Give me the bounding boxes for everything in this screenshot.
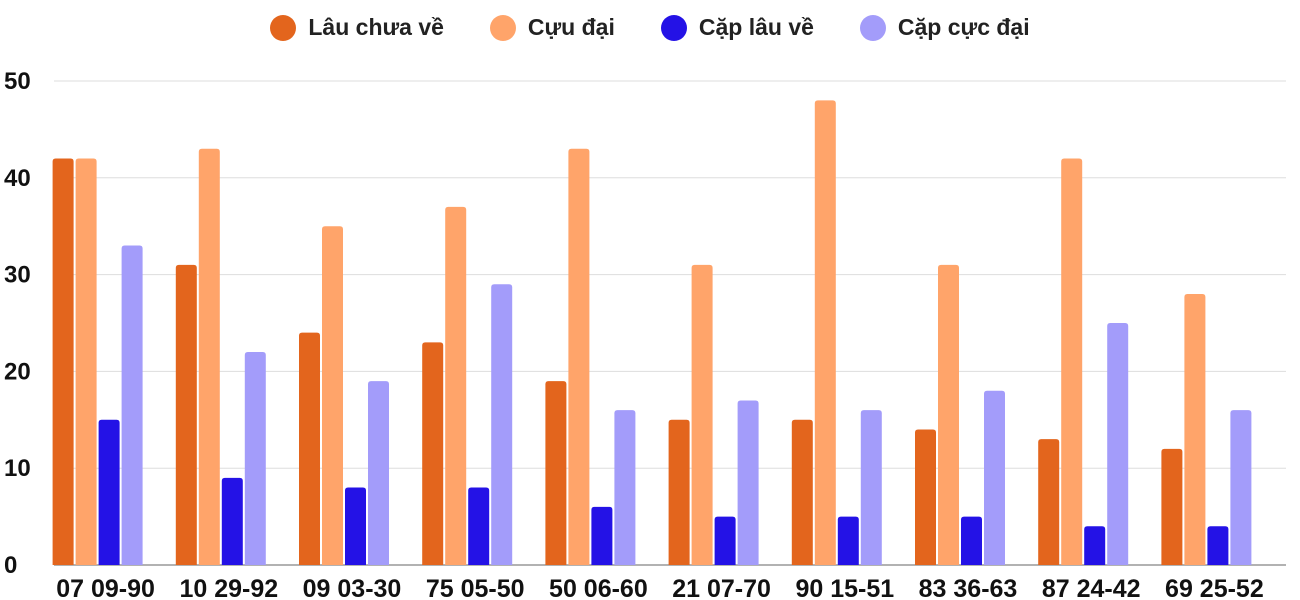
bar[interactable] <box>491 284 513 565</box>
y-tick-label: 40 <box>4 165 31 192</box>
x-category-label: 83 36-63 <box>919 575 1018 600</box>
y-tick-label: 50 <box>4 68 31 95</box>
bar[interactable] <box>1061 158 1083 565</box>
bar[interactable] <box>691 264 713 565</box>
bar[interactable] <box>1084 526 1106 565</box>
bar[interactable] <box>814 100 836 566</box>
bar[interactable] <box>98 419 120 565</box>
x-category-label: 90 15-51 <box>795 575 894 600</box>
legend-item-cuu-dai[interactable]: Cựu đại <box>489 14 615 41</box>
bar[interactable] <box>52 158 74 565</box>
bar[interactable] <box>368 381 389 565</box>
bar[interactable] <box>984 390 1005 565</box>
bar[interactable] <box>1230 410 1252 565</box>
bar[interactable] <box>915 429 936 565</box>
y-axis-ticks: 0 10 20 30 40 50 <box>4 68 31 579</box>
y-tick-label: 0 <box>4 552 17 579</box>
bar[interactable] <box>591 506 613 565</box>
bar[interactable] <box>244 352 266 565</box>
bar[interactable] <box>614 410 636 565</box>
bar[interactable] <box>668 419 690 565</box>
bar[interactable] <box>75 158 97 565</box>
x-axis-labels: 07 09-90 10 29-92 09 03-30 75 05-50 50 06-60… <box>56 575 1264 600</box>
y-tick-label: 20 <box>4 358 31 385</box>
bar[interactable] <box>1184 293 1206 565</box>
legend-item-lau-chua-ve[interactable]: Lâu chưa về <box>270 14 444 41</box>
legend-swatch-cap-lau-ve <box>660 14 687 41</box>
bar[interactable] <box>299 332 320 565</box>
bar[interactable] <box>737 400 759 565</box>
bars <box>52 100 1252 566</box>
legend-item-cap-lau-ve[interactable]: Cặp lâu về <box>660 14 814 41</box>
bar[interactable] <box>938 264 959 565</box>
chart-legend: Lâu chưa về Cựu đại Cặp lâu về Cặp cực đ… <box>0 14 1300 41</box>
bar[interactable] <box>1207 526 1229 565</box>
bar[interactable] <box>468 487 490 565</box>
legend-label-cap-lau-ve: Cặp lâu về <box>698 14 814 40</box>
y-tick-label: 10 <box>4 455 31 482</box>
legend-swatch-cuu-dai <box>489 14 516 41</box>
x-category-label: 75 05-50 <box>426 575 525 600</box>
legend-label-lau-chua-ve: Lâu chưa về <box>308 14 444 40</box>
x-category-label: 21 07-70 <box>672 575 771 600</box>
bar[interactable] <box>860 410 882 565</box>
x-category-label: 50 06-60 <box>549 575 648 600</box>
legend-swatch-lau-chua-ve <box>270 14 297 41</box>
bar[interactable] <box>198 148 220 565</box>
bar[interactable] <box>837 516 859 565</box>
bar[interactable] <box>345 487 366 565</box>
bar[interactable] <box>545 381 567 565</box>
bar[interactable] <box>322 226 343 565</box>
bar[interactable] <box>1107 323 1129 565</box>
bar[interactable] <box>791 419 813 565</box>
legend-label-cuu-dai: Cựu đại <box>527 14 615 40</box>
x-category-label: 09 03-30 <box>303 575 402 600</box>
bar[interactable] <box>422 342 444 565</box>
bar[interactable] <box>1161 448 1183 565</box>
bar[interactable] <box>568 148 590 565</box>
bar[interactable] <box>714 516 736 565</box>
y-tick-label: 30 <box>4 262 31 289</box>
bar[interactable] <box>221 477 243 565</box>
x-category-label: 07 09-90 <box>56 575 155 600</box>
bar[interactable] <box>961 516 982 565</box>
x-category-label: 69 25-52 <box>1165 575 1264 600</box>
legend-label-cap-cuc-dai: Cặp cực đại <box>897 14 1030 40</box>
x-category-label: 10 29-92 <box>179 575 278 600</box>
bar[interactable] <box>445 206 467 565</box>
legend-item-cap-cuc-dai[interactable]: Cặp cực đại <box>859 14 1030 41</box>
bar[interactable] <box>121 245 143 565</box>
bar[interactable] <box>175 264 197 565</box>
legend-swatch-cap-cuc-dai <box>859 14 886 41</box>
bar[interactable] <box>1038 439 1060 565</box>
x-category-label: 87 24-42 <box>1042 575 1141 600</box>
